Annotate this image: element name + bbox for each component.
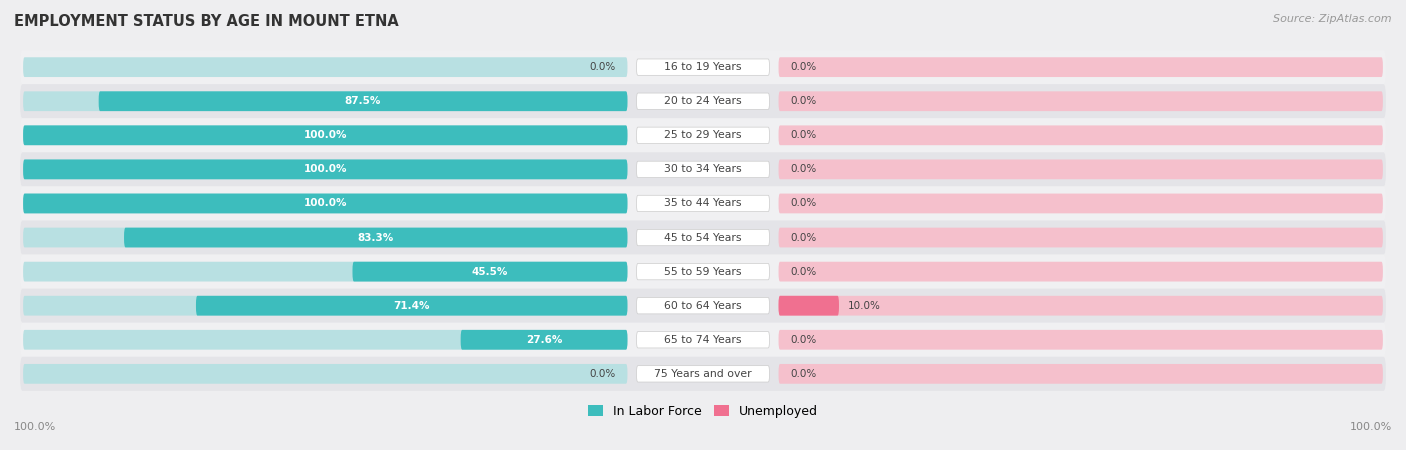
FancyBboxPatch shape xyxy=(779,57,1384,77)
Text: 100.0%: 100.0% xyxy=(304,198,347,208)
FancyBboxPatch shape xyxy=(637,195,769,212)
Text: 55 to 59 Years: 55 to 59 Years xyxy=(664,266,742,277)
FancyBboxPatch shape xyxy=(22,91,627,111)
FancyBboxPatch shape xyxy=(20,118,1386,153)
FancyBboxPatch shape xyxy=(124,228,627,248)
FancyBboxPatch shape xyxy=(637,127,769,144)
Text: 0.0%: 0.0% xyxy=(790,164,817,175)
Text: 75 Years and over: 75 Years and over xyxy=(654,369,752,379)
FancyBboxPatch shape xyxy=(22,126,627,145)
FancyBboxPatch shape xyxy=(779,296,839,315)
Text: Source: ZipAtlas.com: Source: ZipAtlas.com xyxy=(1274,14,1392,23)
Text: 20 to 24 Years: 20 to 24 Years xyxy=(664,96,742,106)
FancyBboxPatch shape xyxy=(637,297,769,314)
FancyBboxPatch shape xyxy=(637,263,769,280)
FancyBboxPatch shape xyxy=(98,91,627,111)
Text: 0.0%: 0.0% xyxy=(589,369,616,379)
FancyBboxPatch shape xyxy=(20,357,1386,391)
FancyBboxPatch shape xyxy=(637,332,769,348)
Text: 71.4%: 71.4% xyxy=(394,301,430,310)
FancyBboxPatch shape xyxy=(22,364,627,384)
FancyBboxPatch shape xyxy=(22,159,627,179)
FancyBboxPatch shape xyxy=(195,296,627,315)
Text: 65 to 74 Years: 65 to 74 Years xyxy=(664,335,742,345)
FancyBboxPatch shape xyxy=(22,262,627,282)
Text: 10.0%: 10.0% xyxy=(848,301,882,310)
FancyBboxPatch shape xyxy=(20,220,1386,255)
FancyBboxPatch shape xyxy=(353,262,627,282)
FancyBboxPatch shape xyxy=(22,194,627,213)
Text: 45 to 54 Years: 45 to 54 Years xyxy=(664,233,742,243)
Text: 30 to 34 Years: 30 to 34 Years xyxy=(664,164,742,175)
FancyBboxPatch shape xyxy=(22,126,627,145)
Text: 0.0%: 0.0% xyxy=(790,96,817,106)
Text: 16 to 19 Years: 16 to 19 Years xyxy=(664,62,742,72)
Text: 0.0%: 0.0% xyxy=(790,198,817,208)
FancyBboxPatch shape xyxy=(22,194,627,213)
FancyBboxPatch shape xyxy=(20,84,1386,118)
FancyBboxPatch shape xyxy=(779,228,1384,248)
Text: 0.0%: 0.0% xyxy=(790,233,817,243)
FancyBboxPatch shape xyxy=(637,59,769,75)
FancyBboxPatch shape xyxy=(779,126,1384,145)
FancyBboxPatch shape xyxy=(637,230,769,246)
FancyBboxPatch shape xyxy=(20,50,1386,84)
FancyBboxPatch shape xyxy=(20,186,1386,220)
Text: 35 to 44 Years: 35 to 44 Years xyxy=(664,198,742,208)
Text: 27.6%: 27.6% xyxy=(526,335,562,345)
FancyBboxPatch shape xyxy=(20,288,1386,323)
FancyBboxPatch shape xyxy=(637,366,769,382)
Text: 83.3%: 83.3% xyxy=(357,233,394,243)
FancyBboxPatch shape xyxy=(20,255,1386,288)
FancyBboxPatch shape xyxy=(779,194,1384,213)
Text: 87.5%: 87.5% xyxy=(344,96,381,106)
Text: 0.0%: 0.0% xyxy=(589,62,616,72)
Text: 0.0%: 0.0% xyxy=(790,62,817,72)
Text: 60 to 64 Years: 60 to 64 Years xyxy=(664,301,742,310)
Text: 45.5%: 45.5% xyxy=(472,266,508,277)
FancyBboxPatch shape xyxy=(461,330,627,350)
FancyBboxPatch shape xyxy=(22,57,627,77)
FancyBboxPatch shape xyxy=(20,323,1386,357)
Text: 100.0%: 100.0% xyxy=(14,422,56,432)
FancyBboxPatch shape xyxy=(779,364,1384,384)
Text: 25 to 29 Years: 25 to 29 Years xyxy=(664,130,742,140)
Text: 100.0%: 100.0% xyxy=(304,130,347,140)
Legend: In Labor Force, Unemployed: In Labor Force, Unemployed xyxy=(588,405,818,418)
FancyBboxPatch shape xyxy=(779,159,1384,179)
Text: 0.0%: 0.0% xyxy=(790,335,817,345)
FancyBboxPatch shape xyxy=(22,330,627,350)
FancyBboxPatch shape xyxy=(637,93,769,109)
Text: 0.0%: 0.0% xyxy=(790,266,817,277)
Text: 100.0%: 100.0% xyxy=(304,164,347,175)
Text: 0.0%: 0.0% xyxy=(790,369,817,379)
FancyBboxPatch shape xyxy=(22,296,627,315)
Text: 100.0%: 100.0% xyxy=(1350,422,1392,432)
FancyBboxPatch shape xyxy=(779,91,1384,111)
FancyBboxPatch shape xyxy=(779,330,1384,350)
FancyBboxPatch shape xyxy=(637,161,769,178)
FancyBboxPatch shape xyxy=(22,228,627,248)
FancyBboxPatch shape xyxy=(779,296,1384,315)
FancyBboxPatch shape xyxy=(20,153,1386,186)
FancyBboxPatch shape xyxy=(22,159,627,179)
Text: EMPLOYMENT STATUS BY AGE IN MOUNT ETNA: EMPLOYMENT STATUS BY AGE IN MOUNT ETNA xyxy=(14,14,399,28)
Text: 0.0%: 0.0% xyxy=(790,130,817,140)
FancyBboxPatch shape xyxy=(779,262,1384,282)
